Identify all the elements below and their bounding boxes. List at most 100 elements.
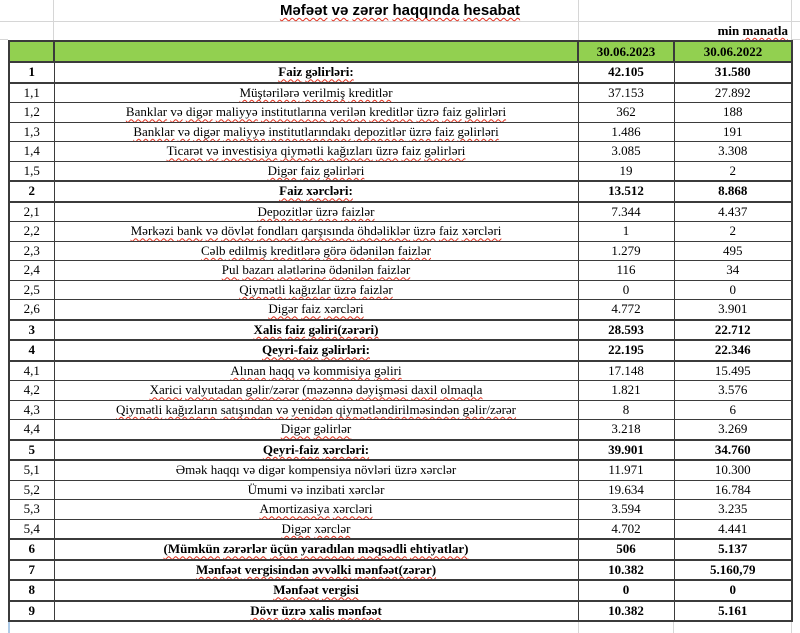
value-2023-cell: 0 bbox=[577, 279, 675, 300]
misspelled-word: xərcləri: bbox=[322, 441, 370, 457]
misspelled-word: vergisi bbox=[321, 582, 359, 598]
table-row: 4,1 Alınan haqq və kommisiya gəliri 17.1… bbox=[8, 360, 793, 381]
misspelled-word: Pul bbox=[221, 262, 240, 278]
misspelled-word: haqqında bbox=[392, 2, 460, 19]
misspelled-word: və bbox=[170, 104, 183, 120]
misspelled-word: gəlirləri bbox=[457, 123, 499, 139]
misspelled-word: kreditlər bbox=[369, 104, 414, 120]
value-2022-cell: 8.868 bbox=[673, 180, 793, 203]
misspelled-word: Qeyri-faiz bbox=[262, 342, 319, 358]
row-label-cell: Banklar və digər maliyyə institutlarında… bbox=[53, 121, 579, 142]
misspelled-word: ehtiyatlar) bbox=[409, 541, 469, 557]
misspelled-word: xərcləri: bbox=[306, 183, 353, 199]
row-label-cell: Müştərilərə verilmiş kreditlər bbox=[53, 82, 579, 103]
misspelled-word: gəliri(zərəri) bbox=[308, 321, 379, 337]
table-row: 5,2 Ümumi və inzibati xərclər 19.634 16.… bbox=[8, 479, 793, 500]
value-2023-cell: 17.148 bbox=[577, 360, 675, 381]
unit-note: min manatla bbox=[718, 22, 788, 40]
misspelled-word: Məfəət bbox=[279, 2, 328, 19]
unit-note-word-misspelled: manatla bbox=[742, 23, 789, 38]
misspelled-word: məqsədli bbox=[357, 541, 407, 557]
misspelled-word: maliyyə bbox=[215, 104, 258, 120]
misspelled-word: faiz bbox=[301, 301, 321, 317]
row-label-cell: Mənfəət vergisindən əvvəlki mənfəət(zərə… bbox=[53, 558, 579, 581]
misspelled-word: ödənilən bbox=[329, 262, 374, 278]
misspelled-word: Digər bbox=[267, 162, 298, 178]
misspelled-word: görə bbox=[323, 242, 347, 258]
misspelled-word: faizlər bbox=[359, 281, 393, 297]
table-row: 1,2 Banklar və digər maliyyə institutlar… bbox=[8, 102, 793, 123]
row-label-cell: Faiz xərcləri: bbox=[53, 180, 579, 203]
misspelled-word: fondları bbox=[256, 223, 299, 239]
value-2022-cell: 5.161 bbox=[673, 599, 793, 622]
row-label-cell: Banklar və digər maliyyə institutlarına … bbox=[53, 102, 579, 123]
misspelled-word: Alınan bbox=[230, 362, 266, 378]
value-2023-cell: 7.344 bbox=[577, 201, 675, 222]
misspelled-word: üzrə bbox=[416, 104, 439, 120]
table-row: 4,4 Digər gəlirlər 3.218 3.269 bbox=[8, 419, 793, 440]
misspelled-word: gəlirləri: bbox=[321, 342, 370, 358]
value-2022-cell: 34 bbox=[673, 260, 793, 281]
misspelled-word: hesabat bbox=[463, 2, 521, 19]
row-number-cell: 5,1 bbox=[8, 459, 55, 481]
table-row: 1,3 Banklar və digər maliyyə institutlar… bbox=[8, 121, 793, 142]
table-row: 5 Qeyri-faiz xərcləri: 39.901 34.760 bbox=[8, 438, 793, 461]
value-2023-cell: 10.382 bbox=[577, 558, 675, 581]
value-2022-cell: 2 bbox=[673, 221, 793, 242]
row-label-cell: Amortizasiya xərcləri bbox=[53, 499, 579, 520]
row-number-cell: 4,3 bbox=[8, 399, 55, 420]
misspelled-word: əvvəlki bbox=[312, 561, 352, 577]
misspelled-word: qiymətli bbox=[280, 143, 324, 159]
value-2023-cell: 0 bbox=[577, 579, 675, 602]
table-row: 2,6 Digər faiz xərcləri 4.772 3.901 bbox=[8, 299, 793, 320]
misspelled-word: Qiymətli bbox=[115, 401, 163, 417]
pnl-table: 30.06.2023 30.06.2022 1 Faiz gəlirləri: … bbox=[8, 40, 793, 622]
misspelled-word: qarşısında bbox=[301, 223, 355, 239]
misspelled-word: və bbox=[177, 123, 190, 139]
header-col-2022: 30.06.2022 bbox=[673, 40, 793, 63]
gridline bbox=[673, 622, 674, 633]
value-2023-cell: 1.279 bbox=[577, 240, 675, 261]
table-row: 6 (Mümkün zərərlər üçün yaradılan məqsəd… bbox=[8, 538, 793, 561]
row-label-cell: Əmək haqqı və digər kompensiya növləri ü… bbox=[53, 459, 579, 481]
header-col-2023: 30.06.2023 bbox=[577, 40, 675, 63]
value-2023-cell: 3.218 bbox=[577, 419, 675, 440]
value-2022-cell: 22.712 bbox=[673, 318, 793, 341]
table-row: 2,3 Cəlb edilmiş kreditlərə görə ödənilə… bbox=[8, 240, 793, 261]
misspelled-word: (məzənnə bbox=[302, 382, 353, 398]
value-2022-cell: 15.495 bbox=[673, 360, 793, 381]
misspelled-word: bazarı bbox=[242, 262, 275, 278]
gridline bbox=[53, 0, 54, 40]
misspelled-word: və bbox=[275, 401, 289, 417]
value-2022-cell: 2 bbox=[673, 160, 793, 182]
table-row: 2,4 Pul bazarı alətlərinə ödənilən faizl… bbox=[8, 260, 793, 281]
row-number-cell: 2,1 bbox=[8, 201, 55, 222]
row-number-cell: 9 bbox=[8, 599, 55, 622]
row-label-cell: Qiymətli kağızlar üzrə faizlər bbox=[53, 279, 579, 300]
misspelled-word: bank bbox=[177, 223, 203, 239]
value-2023-cell: 362 bbox=[577, 102, 675, 123]
misspelled-word: verilmiş bbox=[302, 84, 346, 100]
table-row: 1,1 Müştərilərə verilmiş kreditlər 37.15… bbox=[8, 82, 793, 103]
misspelled-word: kağızlar bbox=[288, 281, 331, 297]
misspelled-word: zərərlər bbox=[223, 541, 267, 557]
misspelled-word: mənfəət bbox=[337, 602, 382, 618]
table-row: 5,3 Amortizasiya xərcləri 3.594 3.235 bbox=[8, 499, 793, 520]
misspelled-word: verilən bbox=[329, 104, 367, 120]
row-number-cell: 1,5 bbox=[8, 160, 55, 182]
table-row: 7 Mənfəət vergisindən əvvəlki mənfəət(zə… bbox=[8, 558, 793, 581]
row-number-cell: 1 bbox=[8, 61, 55, 84]
misspelled-word: üzrə bbox=[409, 123, 432, 139]
row-number-cell: 1,2 bbox=[8, 102, 55, 123]
misspelled-word: xalis bbox=[309, 602, 335, 618]
gridline bbox=[791, 39, 800, 40]
table-row: 2 Faiz xərcləri: 13.512 8.868 bbox=[8, 180, 793, 203]
misspelled-word: Cəlb bbox=[201, 242, 226, 258]
row-label-cell: (Mümkün zərərlər üçün yaradılan məqsədli… bbox=[53, 538, 579, 561]
row-label-cell: Alınan haqq və kommisiya gəliri bbox=[53, 360, 579, 381]
row-number-cell: 5,4 bbox=[8, 518, 55, 540]
gridline bbox=[791, 622, 792, 633]
misspelled-word: gəlirləri: bbox=[305, 64, 354, 80]
misspelled-word: satışından bbox=[220, 401, 273, 417]
value-2022-cell: 4.441 bbox=[673, 518, 793, 540]
